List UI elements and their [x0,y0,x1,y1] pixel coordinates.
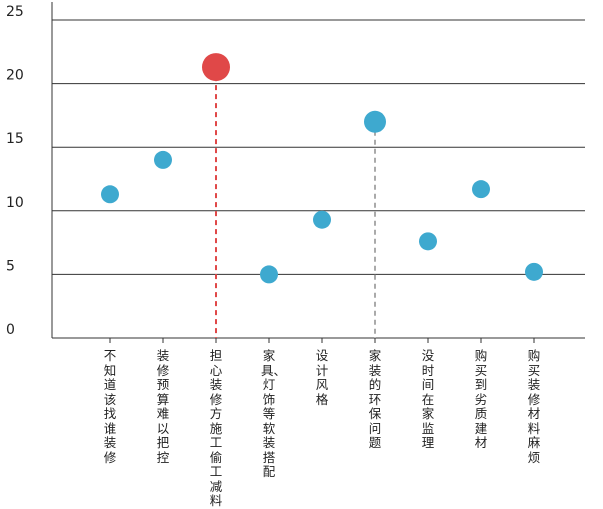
highlight-data-point [202,53,230,82]
data-point [313,210,331,229]
y-tick-label: 25 [6,4,24,20]
category-label: 购买装修材料麻烦 [527,348,541,465]
y-tick-label: 15 [6,131,24,147]
data-point [101,185,119,204]
category-label: 没时间在家监理 [421,348,435,450]
category-label: 设计风格 [315,348,329,407]
category-label: 装修预算难以把控 [156,348,170,465]
data-point [260,265,278,284]
category-label: 担心装修方施工偷工减料 [209,348,223,508]
category-label: 购买到劣质建材 [474,348,488,450]
data-point [364,110,386,133]
category-label: 不知道该找谁装修 [103,348,117,465]
data-point [525,262,543,281]
data-point [419,232,437,251]
chart-canvas: 0 5 10 15 20 25 [6,2,585,343]
y-tick-label: 10 [6,195,24,211]
data-point [154,150,172,169]
data-point [472,180,490,199]
y-tick-label: 5 [6,258,15,274]
y-tick-label: 0 [6,322,15,338]
y-tick-label: 20 [6,68,24,84]
category-label: 家具、灯饰等软装搭配 [261,348,287,479]
category-label: 家装的环保问题 [368,348,382,450]
